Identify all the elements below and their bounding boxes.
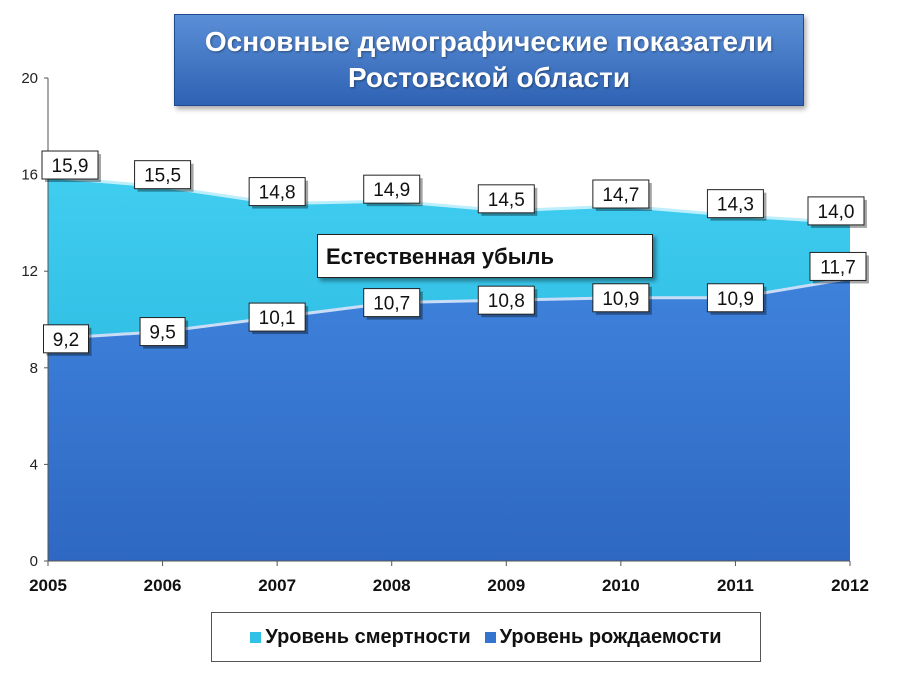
y-tick-label: 20 bbox=[21, 70, 38, 87]
legend-swatch-birth bbox=[484, 631, 496, 643]
legend-item-birth: Уровень рождаемости bbox=[484, 625, 722, 649]
data-label-mortality: 14,8 bbox=[248, 177, 309, 209]
data-label-birth: 10,7 bbox=[363, 288, 423, 320]
data-label-mortality: 14,5 bbox=[477, 184, 538, 216]
x-tick-label: 2010 bbox=[602, 576, 640, 595]
chart-title-line-1: Основные демографические показатели bbox=[204, 26, 774, 57]
y-tick-label: 16 bbox=[21, 167, 38, 184]
legend-item-mortality: Уровень смертности bbox=[250, 625, 471, 649]
area-birth bbox=[48, 278, 850, 561]
chart-legend: Уровень смертности Уровень рождаемости bbox=[211, 612, 761, 662]
data-label-mortality: 14,0 bbox=[807, 196, 867, 228]
svg-text:11,7: 11,7 bbox=[820, 257, 856, 278]
data-label-birth: 9,5 bbox=[139, 317, 189, 349]
data-label-birth: 10,8 bbox=[477, 285, 538, 318]
chart-title-line-2: Ростовской области bbox=[347, 62, 631, 93]
x-tick-label: 2008 bbox=[373, 576, 411, 595]
svg-text:9,5: 9,5 bbox=[149, 323, 175, 344]
natural-decrease-annotation: Естественная убыль bbox=[317, 234, 653, 278]
y-tick-label: 8 bbox=[30, 360, 38, 377]
svg-text:14,0: 14,0 bbox=[818, 202, 855, 223]
x-tick-label: 2009 bbox=[487, 576, 525, 595]
data-label-birth: 10,9 bbox=[592, 283, 652, 315]
y-tick-label: 4 bbox=[30, 456, 38, 473]
data-label-mortality: 15,5 bbox=[134, 160, 194, 192]
svg-text:10,7: 10,7 bbox=[373, 294, 410, 315]
svg-text:10,9: 10,9 bbox=[717, 289, 754, 310]
y-tick-label: 12 bbox=[21, 263, 38, 280]
svg-text:10,9: 10,9 bbox=[602, 289, 639, 310]
chart-title: Основные демографические показатели Рост… bbox=[174, 14, 804, 106]
svg-text:9,2: 9,2 bbox=[53, 330, 79, 351]
svg-text:14,7: 14,7 bbox=[602, 185, 639, 206]
x-tick-label: 2012 bbox=[831, 576, 869, 595]
data-label-mortality: 14,3 bbox=[706, 189, 767, 221]
legend-label-mortality: Уровень смертности bbox=[265, 625, 471, 648]
data-label-birth: 10,9 bbox=[706, 283, 767, 315]
data-label-mortality: 14,7 bbox=[592, 179, 652, 211]
data-label-birth: 9,2 bbox=[43, 324, 92, 356]
data-label-birth: 10,1 bbox=[248, 302, 309, 335]
svg-text:14,5: 14,5 bbox=[488, 190, 525, 211]
legend-label-birth: Уровень рождаемости bbox=[499, 625, 722, 648]
data-label-mortality: 15,9 bbox=[41, 150, 101, 183]
svg-text:10,1: 10,1 bbox=[259, 308, 296, 329]
area-chart: 0 4 8 12 16 20 2005 2006 2007 2008 2009 2010 2011 201… bbox=[21, 70, 869, 595]
y-tick-label: 0 bbox=[30, 553, 38, 570]
x-tick-label: 2005 bbox=[29, 576, 67, 595]
x-tick-label: 2007 bbox=[258, 576, 296, 595]
svg-text:14,9: 14,9 bbox=[373, 180, 410, 201]
svg-text:15,5: 15,5 bbox=[144, 166, 181, 187]
data-label-mortality: 14,9 bbox=[363, 174, 423, 207]
x-tick-label: 2011 bbox=[717, 576, 754, 595]
svg-text:15,9: 15,9 bbox=[52, 156, 89, 177]
svg-text:14,8: 14,8 bbox=[259, 183, 296, 204]
svg-text:14,3: 14,3 bbox=[717, 195, 754, 216]
legend-swatch-mortality bbox=[250, 631, 262, 643]
data-label-birth: 11,7 bbox=[809, 251, 869, 284]
svg-text:10,8: 10,8 bbox=[488, 291, 525, 312]
x-tick-label: 2006 bbox=[144, 576, 182, 595]
